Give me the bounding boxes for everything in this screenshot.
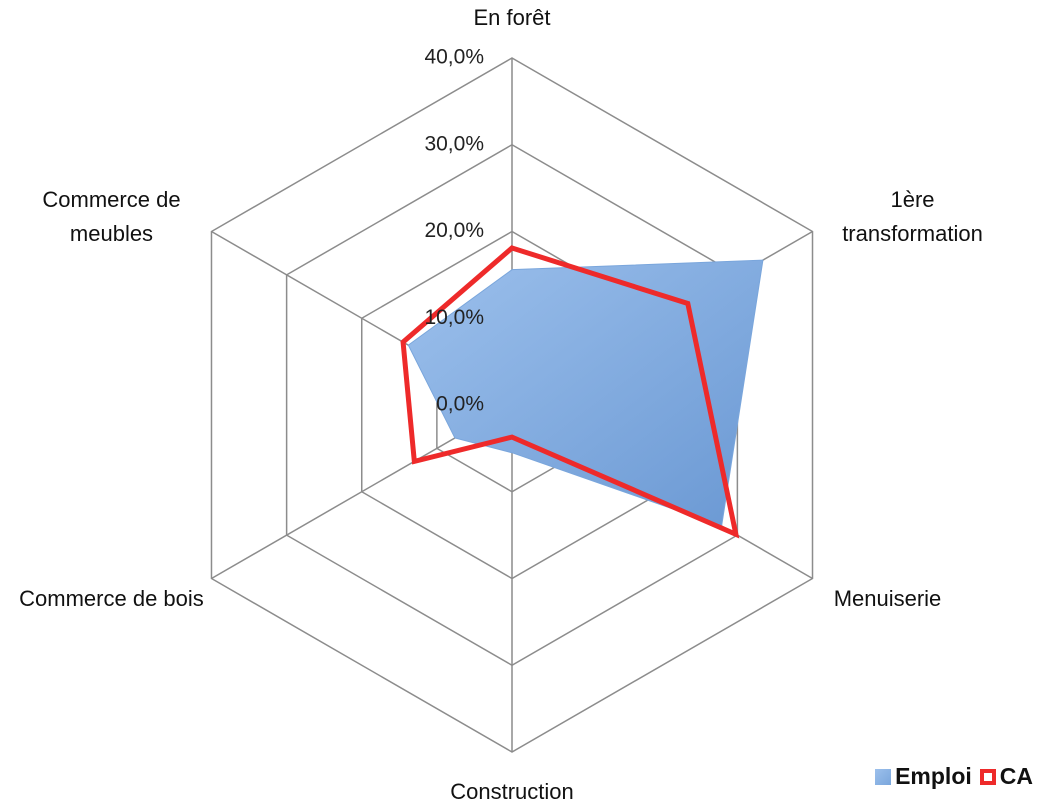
series-line: [400, 245, 740, 539]
category-label: Commerce de bois: [19, 585, 204, 611]
category-label: Commerce de meubles: [42, 186, 181, 246]
legend: Emploi CA: [867, 763, 1033, 790]
legend-swatch: [875, 768, 892, 785]
tick-label: 40,0%: [424, 46, 484, 69]
series-area: [407, 259, 764, 527]
tick-label: 30,0%: [424, 132, 484, 155]
category-label: En forêt: [473, 5, 551, 30]
category-label: Menuiserie: [833, 585, 942, 611]
tick-label: 0,0%: [436, 393, 484, 416]
legend-label: CA: [999, 763, 1033, 789]
category-label: 1ère transformation: [842, 186, 983, 246]
tick-label: 10,0%: [424, 306, 484, 329]
legend-swatch: [979, 768, 996, 785]
legend-label: Emploi: [895, 763, 972, 789]
category-label: Construction: [450, 779, 574, 804]
tick-label: 20,0%: [424, 219, 484, 242]
